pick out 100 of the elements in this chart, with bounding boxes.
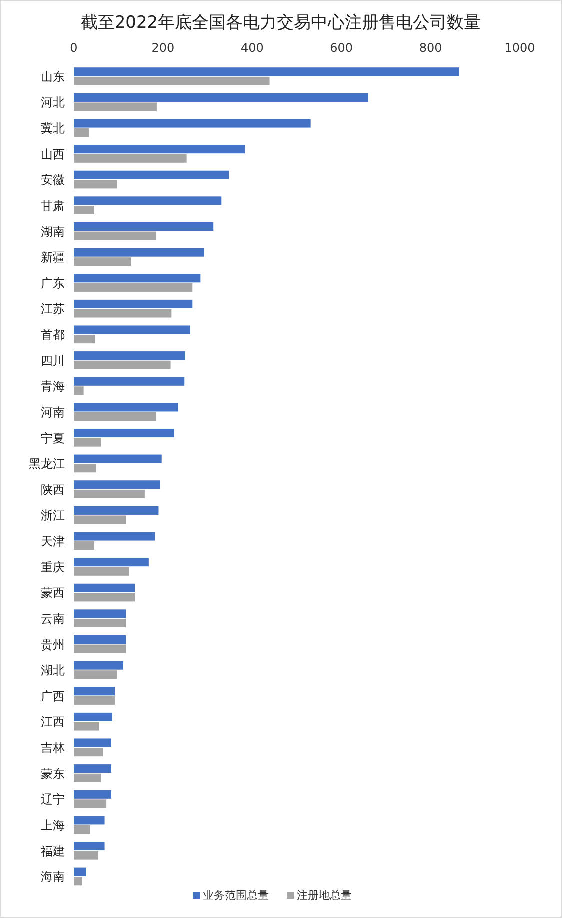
y-tick-label: 蒙西 (41, 586, 65, 600)
bar (74, 180, 118, 189)
bar (74, 542, 95, 550)
bar (74, 851, 99, 860)
bar (74, 154, 187, 163)
bar (74, 274, 201, 283)
y-tick-label: 首都 (41, 328, 65, 342)
bar (74, 412, 156, 422)
bar (74, 68, 460, 76)
bar (74, 377, 185, 386)
bar (74, 877, 82, 886)
y-tick-label: 宁夏 (41, 431, 65, 446)
bar (74, 868, 86, 876)
bar (74, 584, 136, 592)
y-tick-label: 湖南 (41, 224, 65, 239)
bar (74, 309, 172, 318)
y-tick-label: 福建 (41, 844, 65, 858)
y-tick-label: 上海 (41, 818, 65, 832)
bar (74, 232, 156, 240)
y-tick-label: 四川 (41, 354, 65, 368)
y-tick-label: 山西 (41, 147, 65, 162)
bar (74, 438, 102, 447)
bar (74, 593, 136, 602)
bar (74, 738, 112, 748)
bar (74, 283, 193, 292)
bar (74, 748, 104, 757)
x-tick-label: 200 (152, 41, 175, 55)
bar (74, 687, 116, 696)
bar (74, 360, 171, 370)
bar (74, 506, 159, 515)
bar (74, 661, 124, 670)
bar (74, 428, 174, 438)
y-tick-label: 黑龙江 (29, 457, 65, 472)
bar (74, 128, 90, 138)
bar (74, 516, 126, 524)
x-tick-label: 0 (70, 41, 78, 55)
bar (74, 454, 162, 464)
bar (74, 567, 130, 576)
x-tick-label: 1000 (504, 41, 536, 55)
bar (74, 464, 96, 473)
y-tick-label: 浙江 (41, 508, 65, 523)
bar (74, 712, 112, 722)
y-tick-label: 河南 (41, 405, 65, 420)
y-tick-label: 冀北 (41, 122, 65, 136)
bar (74, 644, 126, 654)
bar (74, 145, 246, 154)
bar (74, 119, 311, 128)
y-tick-label: 广西 (41, 689, 65, 704)
y-tick-label: 云南 (41, 612, 65, 626)
y-tick-label: 新疆 (41, 250, 65, 265)
y-tick-label: 蒙东 (41, 766, 65, 781)
y-tick-label: 山东 (41, 70, 65, 84)
bar (74, 816, 105, 825)
bar (74, 670, 118, 680)
bar (74, 774, 102, 782)
bar (74, 480, 160, 490)
bar (74, 335, 96, 344)
y-tick-label: 天津 (41, 534, 65, 549)
bar (74, 102, 157, 112)
bar (74, 696, 116, 705)
y-tick-label: 辽宁 (41, 792, 65, 807)
bar (74, 722, 100, 731)
chart-title: 截至2022年底全国各电力交易中心注册售电公司数量 (80, 13, 482, 33)
bar (74, 258, 132, 266)
y-tick-label: 广东 (41, 276, 65, 290)
bar (74, 618, 126, 628)
bar (74, 558, 149, 567)
bar (74, 76, 270, 86)
bar (74, 222, 214, 232)
bar (74, 825, 90, 834)
y-tick-label: 甘肃 (41, 198, 65, 213)
y-tick-label: 湖北 (41, 664, 65, 678)
bar (74, 352, 186, 360)
bar (74, 490, 145, 498)
bar (74, 386, 84, 396)
bar (74, 635, 126, 644)
bar (74, 764, 112, 774)
y-tick-label: 江苏 (41, 302, 65, 316)
bar (74, 532, 156, 541)
bar (74, 93, 368, 102)
bar (74, 790, 112, 799)
bar (74, 610, 126, 618)
x-tick-label: 600 (330, 41, 354, 55)
y-tick-label: 河北 (41, 96, 65, 110)
x-tick-label: 800 (419, 41, 442, 55)
y-tick-label: 重庆 (41, 560, 65, 574)
bar (74, 300, 193, 308)
y-tick-label: 青海 (41, 380, 65, 394)
y-tick-label: 吉林 (41, 741, 65, 756)
y-tick-label: 陕西 (41, 482, 65, 497)
x-tick-label: 400 (240, 41, 264, 55)
bar (74, 326, 190, 334)
bar (74, 248, 204, 257)
bar (74, 403, 178, 412)
y-tick-label: 安徽 (41, 173, 65, 188)
bar (74, 800, 107, 808)
y-tick-label: 江西 (41, 715, 65, 730)
y-tick-label: 贵州 (41, 638, 65, 652)
bar (74, 196, 222, 206)
bar (74, 170, 230, 180)
